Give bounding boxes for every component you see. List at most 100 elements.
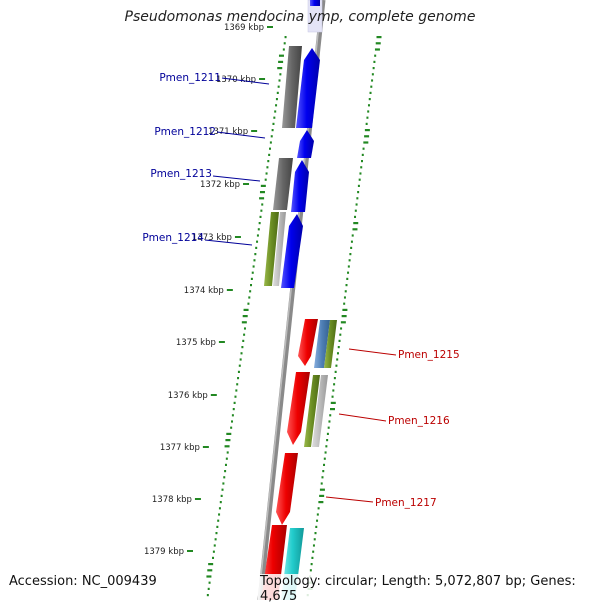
gc-dot bbox=[346, 277, 349, 280]
gc-dot bbox=[277, 67, 283, 70]
gc-dot bbox=[226, 432, 232, 435]
gene-label-pmen-1211[interactable]: Pmen_1211 bbox=[159, 72, 221, 84]
gc-dot bbox=[337, 346, 340, 349]
gc-dot bbox=[336, 352, 339, 355]
scale-tick-label: 1374 kbp bbox=[184, 286, 224, 296]
gc-dot bbox=[277, 85, 280, 88]
gc-dot bbox=[364, 129, 370, 132]
scale-tick-label: 1376 kbp bbox=[168, 391, 208, 401]
gc-dot bbox=[334, 370, 337, 373]
gc-dot bbox=[310, 563, 313, 566]
gc-dot bbox=[349, 253, 352, 256]
gene-label-pmen-1216[interactable]: Pmen_1216 bbox=[388, 415, 450, 427]
gc-dot bbox=[358, 178, 361, 181]
gc-dot bbox=[374, 54, 377, 57]
gc-dot bbox=[233, 401, 236, 404]
gc-dot bbox=[364, 135, 370, 138]
cds-top-blue bbox=[310, 0, 320, 6]
gc-dot bbox=[218, 513, 221, 516]
scale-tick-label: 1369 kbp bbox=[224, 23, 264, 33]
gc-dot bbox=[319, 494, 325, 497]
gc-dot bbox=[323, 463, 326, 466]
gc-dot bbox=[312, 544, 315, 547]
gc-dot bbox=[207, 569, 213, 572]
scale-tick-label: 1372 kbp bbox=[200, 180, 240, 190]
gc-dot bbox=[361, 153, 364, 156]
gc-dot bbox=[274, 110, 277, 113]
gene-label-pmen-1215[interactable]: Pmen_1215 bbox=[398, 349, 460, 361]
gc-dot bbox=[265, 172, 268, 175]
gc-dot bbox=[242, 315, 248, 318]
gc-dot bbox=[214, 538, 217, 541]
gc-dot bbox=[241, 346, 244, 349]
gc-dot bbox=[232, 408, 235, 411]
gc-dot bbox=[256, 240, 259, 243]
gc-dot bbox=[216, 525, 219, 528]
gc-dot bbox=[258, 222, 261, 225]
gc-dot bbox=[243, 327, 246, 330]
cds-red-1217 bbox=[276, 453, 298, 525]
gc-dot bbox=[269, 147, 272, 150]
gc-dot bbox=[357, 191, 360, 194]
gc-dot bbox=[284, 36, 287, 39]
gc-dot bbox=[250, 277, 253, 280]
gc-dot bbox=[319, 488, 325, 491]
gc-dot bbox=[269, 141, 272, 144]
label-leader bbox=[348, 348, 397, 356]
gc-dot bbox=[367, 110, 370, 113]
gc-dot bbox=[255, 246, 258, 249]
gc-dot bbox=[276, 91, 279, 94]
gc-dot bbox=[242, 339, 245, 342]
scale-tick-label: 1373 kbp bbox=[192, 233, 232, 243]
gene-labels: Pmen_1211 Pmen_1212 Pmen_1213 Pmen_1214 Pmen… bbox=[142, 72, 459, 509]
gc-dot bbox=[365, 122, 368, 125]
gc-dot bbox=[347, 271, 350, 274]
gc-dot bbox=[341, 315, 347, 318]
gc-dot bbox=[256, 234, 259, 237]
gene-label-pmen-1214[interactable]: Pmen_1214 bbox=[142, 232, 204, 244]
gc-dot bbox=[326, 432, 329, 435]
gc-dot bbox=[249, 290, 252, 293]
gc-dot bbox=[213, 544, 216, 547]
accession-text: Accession: NC_009439 bbox=[7, 574, 159, 589]
gc-dot bbox=[268, 153, 271, 156]
gc-dot bbox=[278, 60, 284, 63]
gc-dot bbox=[206, 575, 212, 578]
gc-dot bbox=[251, 271, 254, 274]
gc-dot bbox=[278, 54, 284, 57]
feature-olive-1214 bbox=[264, 212, 279, 286]
gc-dot bbox=[248, 296, 251, 299]
gc-dot bbox=[282, 48, 285, 51]
gc-dot bbox=[224, 445, 230, 448]
gc-dot bbox=[326, 439, 329, 442]
gc-dot bbox=[231, 420, 234, 423]
map-title: Pseudomonas mendocina ymp, complete geno… bbox=[124, 9, 476, 25]
feature-top-lavender bbox=[307, 0, 323, 33]
gc-dot bbox=[316, 519, 319, 522]
label-leader bbox=[221, 77, 270, 85]
gene-label-pmen-1212[interactable]: Pmen_1212 bbox=[154, 126, 216, 138]
gc-dot bbox=[366, 116, 369, 119]
cds-blue-1211 bbox=[296, 48, 320, 128]
gc-dot bbox=[342, 308, 348, 311]
gc-dot bbox=[279, 73, 282, 76]
gc-dot bbox=[320, 482, 323, 485]
gene-label-pmen-1217[interactable]: Pmen_1217 bbox=[375, 497, 437, 509]
gc-dot bbox=[309, 569, 312, 572]
gc-dot bbox=[357, 184, 360, 187]
gc-dot bbox=[351, 234, 354, 237]
gc-dot bbox=[270, 135, 273, 138]
gc-dot bbox=[312, 550, 315, 553]
gc-dot bbox=[275, 98, 278, 101]
gene-label-pmen-1213[interactable]: Pmen_1213 bbox=[150, 168, 212, 180]
cds-blue-1213 bbox=[291, 160, 309, 212]
gc-dot bbox=[330, 401, 336, 404]
gc-dot bbox=[322, 470, 325, 473]
gc-dot bbox=[218, 507, 221, 510]
gc-dot bbox=[240, 352, 243, 355]
gc-dot bbox=[338, 339, 341, 342]
gc-dot bbox=[236, 383, 239, 386]
gc-dot bbox=[238, 364, 241, 367]
gc-dot bbox=[235, 389, 238, 392]
gc-dot bbox=[252, 265, 255, 268]
